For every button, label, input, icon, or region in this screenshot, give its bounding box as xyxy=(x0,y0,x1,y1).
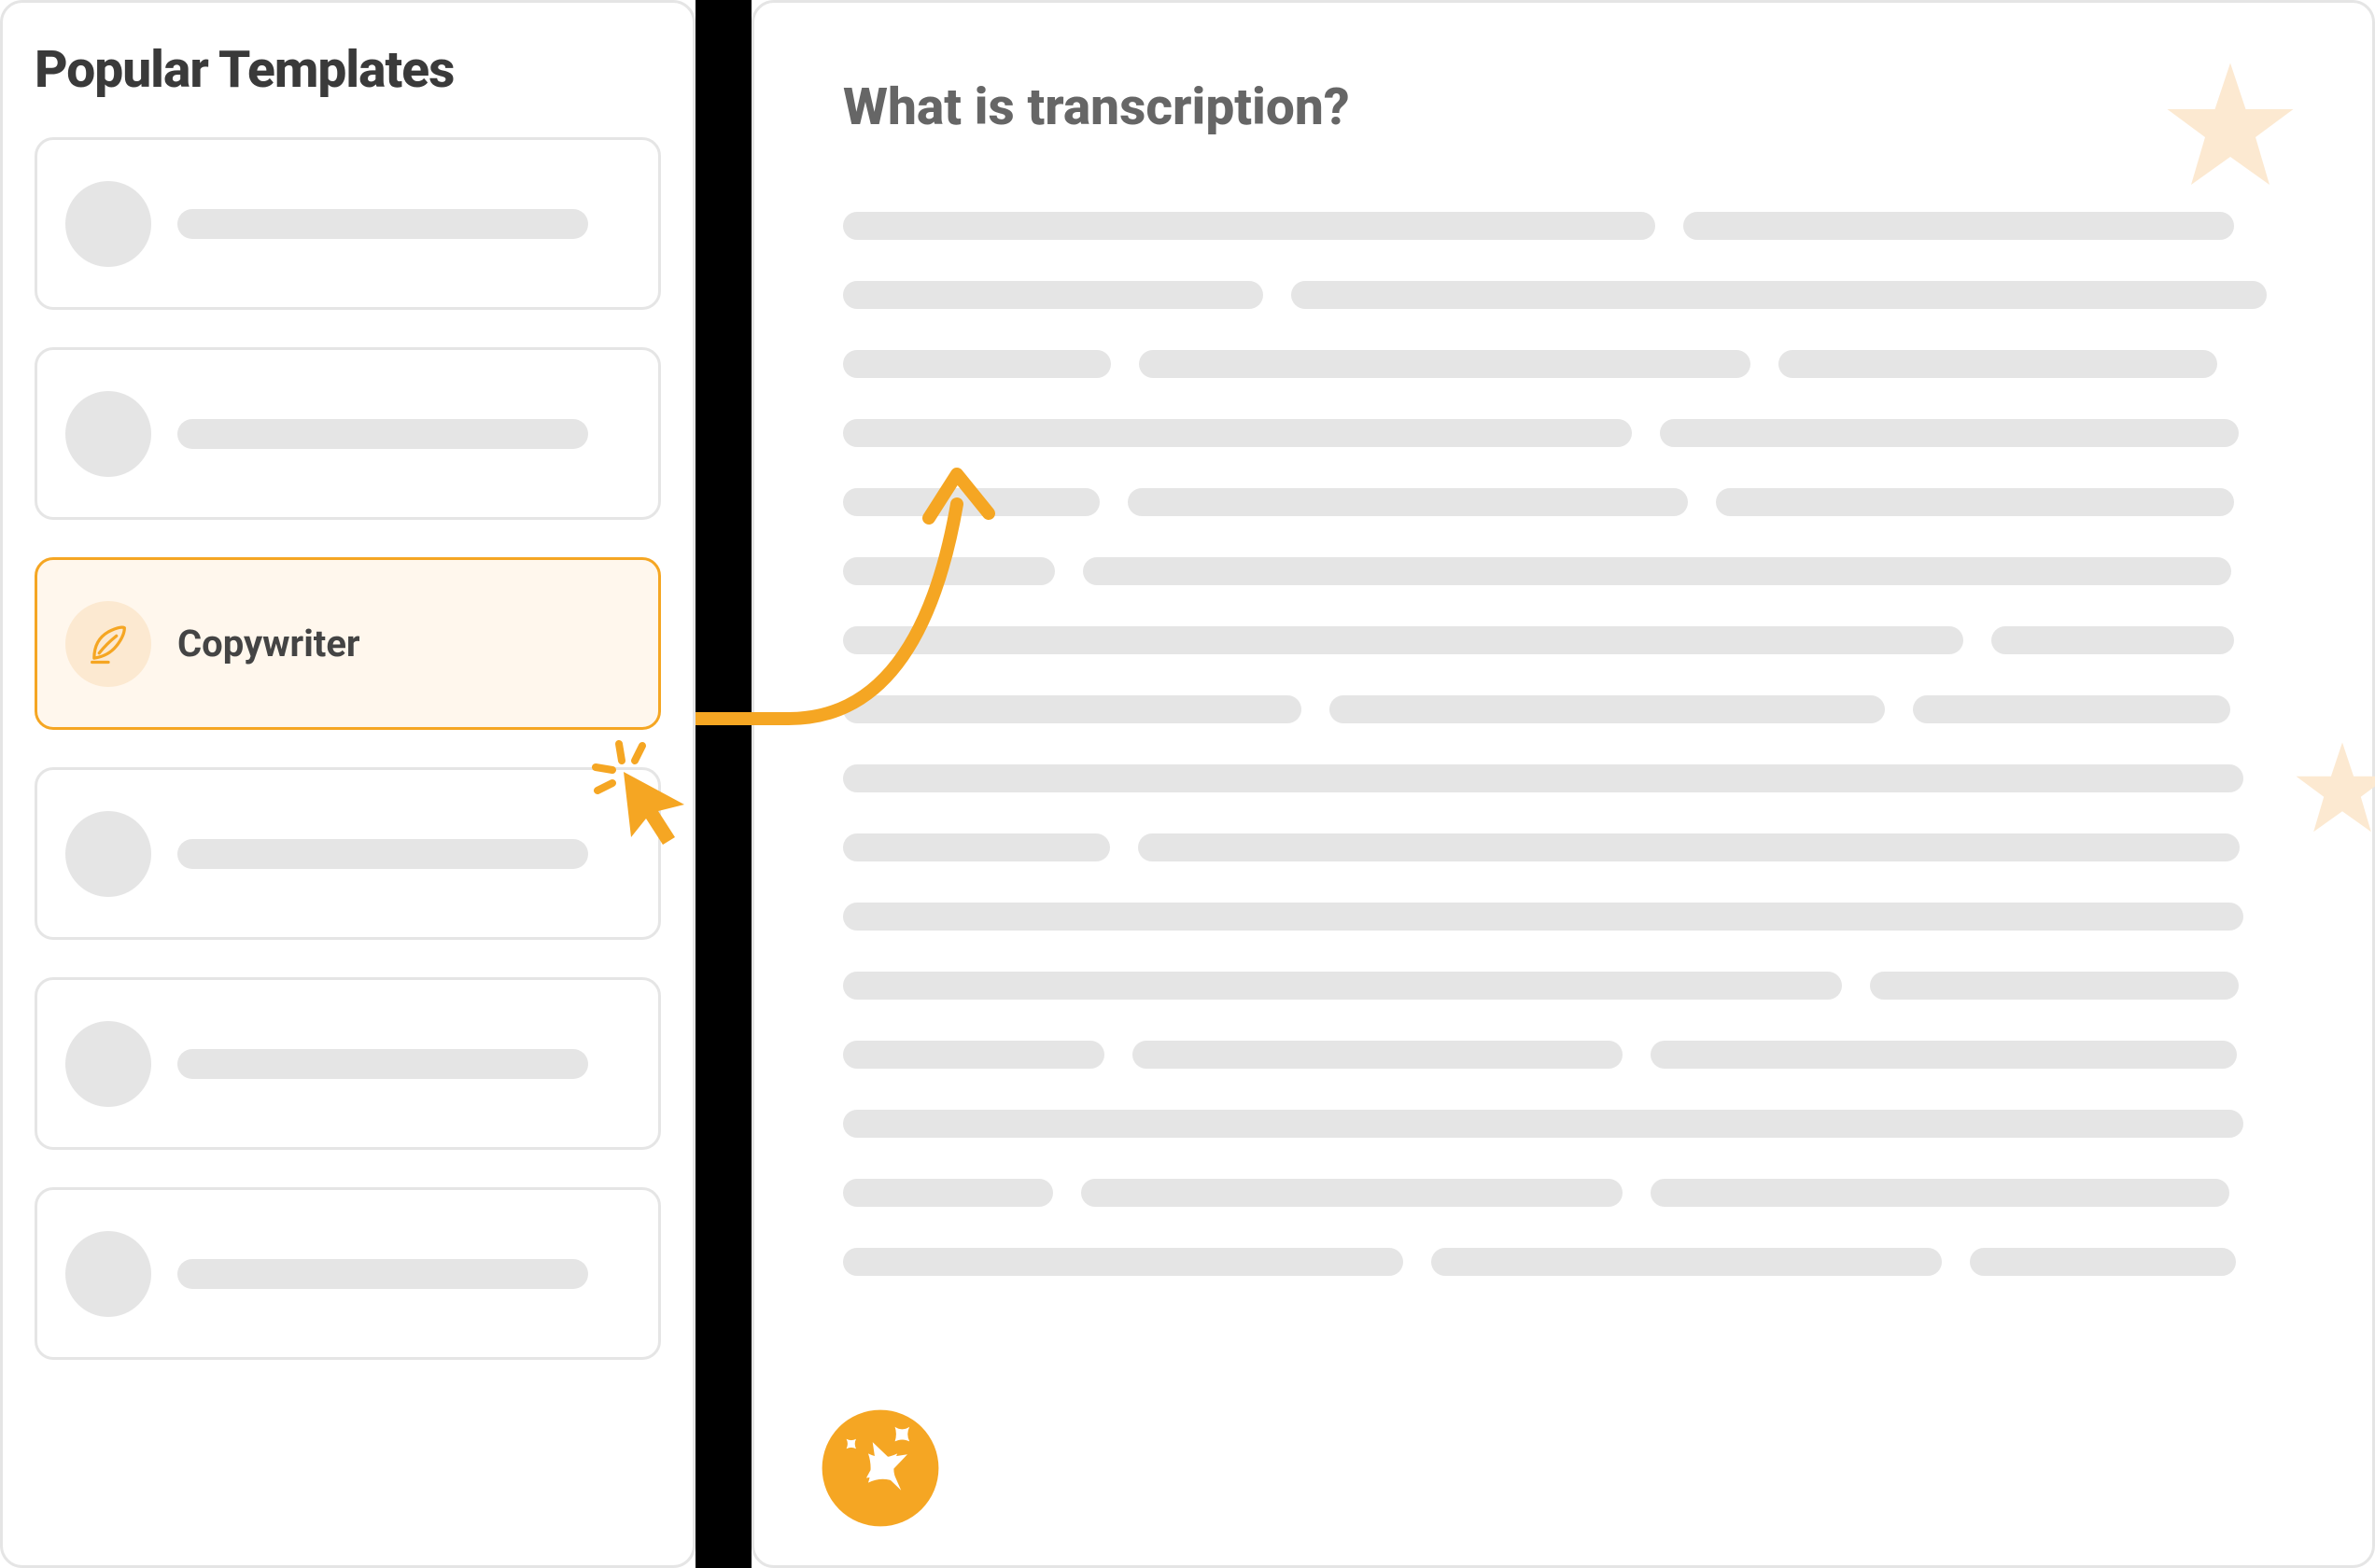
star-icon xyxy=(2291,737,2375,844)
connector-arrow xyxy=(696,448,1022,750)
template-avatar-placeholder xyxy=(65,811,151,897)
text-placeholder-segment xyxy=(1660,419,2239,447)
text-row xyxy=(843,350,2305,378)
template-label-placeholder xyxy=(177,839,588,869)
template-label-placeholder xyxy=(177,1049,588,1079)
text-row xyxy=(843,281,2305,309)
text-row xyxy=(843,557,2305,585)
template-avatar-placeholder xyxy=(65,1231,151,1317)
template-label-placeholder xyxy=(177,1259,588,1289)
template-item-label: Copywriter xyxy=(177,622,360,665)
text-placeholder-segment xyxy=(1132,1041,1623,1069)
text-placeholder-segment xyxy=(843,1179,1053,1207)
template-item[interactable] xyxy=(35,1187,661,1360)
content-panel: What is transcription? xyxy=(752,0,2375,1568)
text-row xyxy=(843,1041,2305,1069)
star-icon xyxy=(2160,56,2300,200)
text-placeholder-segment xyxy=(843,972,1842,1000)
text-placeholder-segment xyxy=(843,1110,2243,1138)
text-row xyxy=(843,1110,2305,1138)
template-avatar-placeholder xyxy=(65,181,151,267)
text-placeholder-segment xyxy=(843,212,1655,240)
text-placeholder-segment xyxy=(1991,626,2234,654)
template-label-placeholder xyxy=(177,209,588,239)
text-placeholder-segment xyxy=(843,281,1263,309)
text-placeholder-segment xyxy=(843,903,2243,931)
text-row xyxy=(843,626,2305,654)
text-placeholder-segment xyxy=(1431,1248,1942,1276)
text-placeholder-segment xyxy=(843,1041,1104,1069)
text-placeholder-segment xyxy=(1913,695,2230,723)
vertical-divider xyxy=(696,0,752,1568)
template-item[interactable] xyxy=(35,977,661,1150)
text-row xyxy=(843,488,2305,516)
text-placeholder-segment xyxy=(1716,488,2234,516)
text-placeholder-segment xyxy=(1138,833,2240,861)
text-row xyxy=(843,833,2305,861)
text-row xyxy=(843,419,2305,447)
text-placeholder-segment xyxy=(1778,350,2217,378)
template-item[interactable] xyxy=(35,347,661,520)
text-placeholder-segment xyxy=(843,833,1110,861)
text-row xyxy=(843,212,2305,240)
template-list: Copywriter xyxy=(35,137,661,1360)
text-row xyxy=(843,1179,2305,1207)
feather-icon xyxy=(65,601,151,687)
text-placeholder-segment xyxy=(1651,1179,2229,1207)
text-placeholder-segment xyxy=(1329,695,1885,723)
sidebar-title: Popular Templates xyxy=(35,40,661,100)
text-placeholder-segment xyxy=(843,419,1632,447)
text-placeholder-segment xyxy=(1651,1041,2237,1069)
text-placeholder-segment xyxy=(1970,1248,2236,1276)
text-placeholder-segment xyxy=(1081,1179,1623,1207)
text-row xyxy=(843,764,2305,792)
template-item[interactable] xyxy=(35,137,661,310)
text-placeholder-segment xyxy=(843,350,1111,378)
content-body-placeholder xyxy=(843,212,2305,1276)
text-placeholder-segment xyxy=(1128,488,1688,516)
template-item[interactable] xyxy=(35,767,661,940)
text-placeholder-segment xyxy=(1291,281,2267,309)
pointer-click-icon xyxy=(586,735,698,850)
text-placeholder-segment xyxy=(1139,350,1750,378)
text-row xyxy=(843,695,2305,723)
text-row xyxy=(843,972,2305,1000)
text-placeholder-segment xyxy=(1870,972,2239,1000)
content-title: What is transcription? xyxy=(843,77,2305,137)
text-placeholder-segment xyxy=(843,1248,1403,1276)
template-avatar-placeholder xyxy=(65,391,151,477)
template-avatar-placeholder xyxy=(65,1021,151,1107)
template-item-copywriter[interactable]: Copywriter xyxy=(35,557,661,730)
text-placeholder-segment xyxy=(843,764,2243,792)
sparkle-badge xyxy=(820,1407,941,1533)
app-container: Popular Templates Copywriter What is tra… xyxy=(0,0,2375,1568)
text-row xyxy=(843,1248,2305,1276)
text-row xyxy=(843,903,2305,931)
template-label-placeholder xyxy=(177,419,588,449)
text-placeholder-segment xyxy=(1683,212,2234,240)
text-placeholder-segment xyxy=(1083,557,2231,585)
